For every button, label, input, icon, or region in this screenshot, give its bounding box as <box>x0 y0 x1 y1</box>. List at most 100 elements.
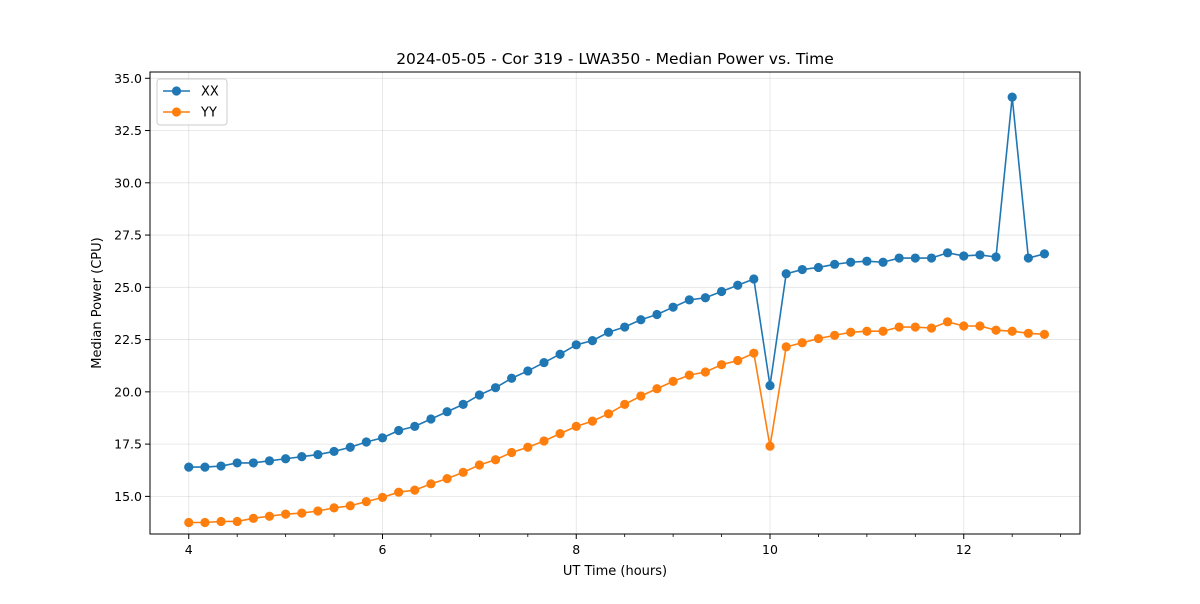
data-point-yy <box>781 342 791 352</box>
data-point-xx <box>571 340 581 350</box>
data-point-xx <box>232 458 242 468</box>
data-point-yy <box>281 509 291 519</box>
x-axis-label: UT Time (hours) <box>563 564 667 579</box>
data-point-yy <box>1023 328 1033 338</box>
ticks: 4 6 8 10 12 15.0 17.5 20.0 22.5 25.0 27.5 30.0 32.5 3… <box>114 71 1062 557</box>
data-point-yy <box>507 447 517 458</box>
y-tick-label: 27.5 <box>114 228 142 243</box>
chart-title: 2024-05-05 - Cor 319 - LWA350 - Median P… <box>396 50 834 68</box>
legend-marker-yy <box>171 107 182 117</box>
data-point-xx <box>313 449 323 460</box>
data-point-xx <box>830 259 840 269</box>
data-point-xx <box>959 251 969 261</box>
axes-frame <box>149 71 1081 535</box>
data-point-yy <box>184 517 194 528</box>
legend-marker-xx <box>171 86 182 96</box>
data-point-yy <box>200 517 210 528</box>
data-point-xx <box>878 257 888 267</box>
data-point-xx <box>361 437 371 447</box>
data-point-xx <box>975 250 985 260</box>
data-point-yy <box>1039 329 1050 339</box>
data-point-yy <box>539 436 549 446</box>
data-point-yy <box>749 348 759 358</box>
data-point-yy <box>264 511 275 521</box>
data-point-yy <box>345 501 355 511</box>
x-tick-label: 4 <box>185 542 193 557</box>
data-point-yy <box>926 323 937 333</box>
data-point-yy <box>297 508 307 518</box>
data-point-xx <box>184 462 194 472</box>
data-point-yy <box>797 338 807 348</box>
data-point-yy <box>603 409 614 419</box>
data-point-xx <box>636 315 646 325</box>
data-point-xx <box>620 322 630 332</box>
data-point-xx <box>652 309 662 320</box>
x-tick-label: 10 <box>762 542 778 557</box>
data-point-yy <box>426 479 436 489</box>
data-point-xx <box>264 456 275 466</box>
y-tick-label: 22.5 <box>114 332 142 347</box>
data-point-yy <box>394 487 404 497</box>
data-point-xx <box>410 421 420 431</box>
data-point-yy <box>523 442 533 452</box>
data-point-xx <box>345 442 355 452</box>
data-point-yy <box>700 367 710 377</box>
data-point-xx <box>781 269 791 279</box>
data-point-yy <box>442 474 452 484</box>
data-point-xx <box>458 399 468 409</box>
data-point-xx <box>894 253 904 263</box>
y-tick-label: 15.0 <box>114 489 142 504</box>
data-point-yy <box>733 355 743 366</box>
data-point-yy <box>587 416 598 426</box>
data-point-yy <box>862 326 872 336</box>
data-point-xx <box>200 462 210 472</box>
data-point-xx <box>1023 253 1033 263</box>
data-point-yy <box>975 321 985 331</box>
legend-label-yy: YY <box>200 106 217 121</box>
data-point-xx <box>329 446 339 457</box>
data-point-xx <box>474 390 484 400</box>
data-point-xx <box>813 262 824 273</box>
y-tick-label: 35.0 <box>114 71 142 86</box>
data-point-yy <box>490 455 501 465</box>
data-point-yy <box>910 322 920 332</box>
data-point-xx <box>749 274 759 284</box>
data-point-yy <box>684 370 694 380</box>
data-point-xx <box>248 458 258 468</box>
data-point-yy <box>313 506 323 516</box>
legend-entries: XX YY <box>163 85 219 121</box>
data-point-yy <box>959 321 969 331</box>
legend-label-xx: XX <box>201 85 219 100</box>
data-point-xx <box>490 383 501 393</box>
data-point-xx <box>426 414 436 424</box>
data-point-xx <box>442 407 452 417</box>
data-point-yy <box>329 503 339 513</box>
data-point-yy <box>361 496 371 507</box>
data-point-yy <box>942 317 953 327</box>
legend: XX YY <box>156 78 228 126</box>
data-point-yy <box>846 327 856 337</box>
x-tick-label: 12 <box>956 542 972 557</box>
data-point-yy <box>458 467 468 477</box>
data-point-yy <box>813 333 824 344</box>
data-point-xx <box>587 336 598 346</box>
data-point-xx <box>733 280 743 290</box>
data-point-yy <box>216 516 226 527</box>
y-axis-label: Median Power (CPU) <box>90 237 105 368</box>
data-point-yy <box>878 326 888 336</box>
data-point-yy <box>1007 326 1017 336</box>
data-point-yy <box>765 441 775 451</box>
data-point-yy <box>474 460 484 470</box>
data-point-yy <box>716 360 727 370</box>
data-point-xx <box>523 366 533 376</box>
grid <box>150 72 1080 534</box>
data-point-xx <box>1007 92 1017 102</box>
data-point-xx <box>539 357 549 368</box>
data-point-xx <box>684 295 694 305</box>
data-point-xx <box>377 433 388 443</box>
x-tick-label: 8 <box>572 542 580 557</box>
data-point-xx <box>668 302 678 312</box>
data-point-yy <box>377 492 388 503</box>
data-point-yy <box>652 384 662 394</box>
